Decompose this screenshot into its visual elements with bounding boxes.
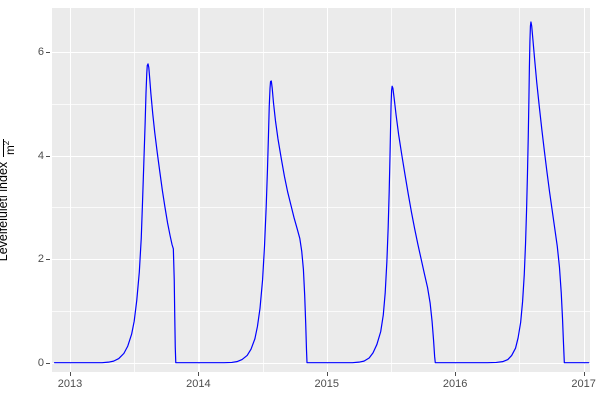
y-axis-tick-mark — [46, 259, 50, 261]
grid-minor-horizontal — [52, 310, 590, 312]
y-axis-tick-mark — [46, 362, 50, 364]
x-axis-tick-label: 2015 — [314, 378, 340, 390]
grid-major-horizontal — [52, 52, 590, 54]
x-axis-tick-mark — [326, 372, 328, 376]
x-axis-tick-label: 2017 — [571, 378, 596, 390]
grid-major-vertical — [69, 8, 72, 372]
y-axis-tick-label: 4 — [37, 149, 44, 162]
x-axis-tick-mark — [198, 372, 200, 376]
plot-panel — [52, 8, 590, 372]
series-line-lai — [53, 21, 590, 364]
grid-major-vertical — [326, 8, 328, 372]
grid-minor-vertical — [390, 8, 392, 372]
y-axis-tick-labels: 0 2 4 6 — [28, 0, 44, 400]
series-path-lai — [53, 21, 590, 364]
grid-major-vertical — [583, 8, 585, 372]
y-axis-tick-label: 0 — [37, 356, 44, 369]
y-axis-tick-mark — [46, 155, 50, 157]
y-axis-tick-label: 6 — [37, 46, 44, 58]
x-axis-tick-label: 2016 — [442, 378, 468, 390]
grid-minor-horizontal — [52, 207, 590, 208]
grid-minor-vertical — [519, 8, 520, 372]
grid-major-horizontal — [52, 259, 590, 261]
y-axis-tick-mark — [46, 52, 50, 53]
grid-minor-horizontal — [52, 103, 590, 105]
grid-major-horizontal — [52, 155, 590, 157]
grid-major-vertical — [198, 8, 200, 372]
x-axis-tick-mark — [455, 372, 457, 376]
x-axis-tick-mark — [583, 372, 585, 376]
x-axis-tick-mark — [69, 372, 71, 376]
x-axis-tick-label: 2013 — [57, 378, 83, 390]
grid-minor-vertical — [134, 8, 135, 372]
y-axis-tick-label: 2 — [37, 253, 44, 266]
grid-major-vertical — [455, 8, 457, 372]
grid-minor-vertical — [262, 8, 264, 372]
x-axis-tick-label: 2014 — [186, 378, 211, 390]
